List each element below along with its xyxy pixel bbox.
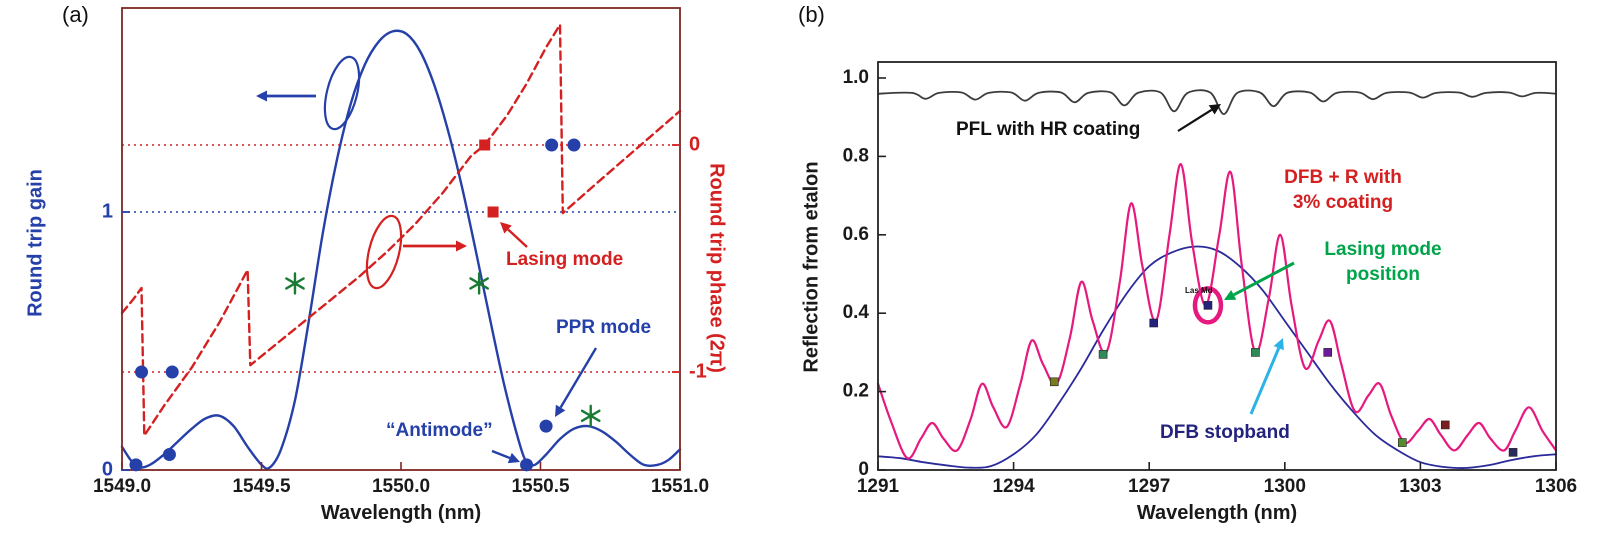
svg-text:1294: 1294 [992,476,1035,497]
svg-text:1297: 1297 [1128,476,1170,497]
lasing-position-annotation: Lasing mode position [1324,239,1442,285]
panel-a-x-axis-label: Wavelength (nm) [320,502,482,524]
svg-text:1549.5: 1549.5 [232,476,291,497]
svg-text:0: 0 [858,459,869,480]
svg-text:1300: 1300 [1264,476,1306,497]
panel-b-y-axis-label: Reflection from etalon [800,161,823,373]
panel-b-tag: (b) [798,2,825,27]
svg-text:1550.0: 1550.0 [372,476,430,497]
panel-b-markers [1049,286,1518,457]
panel-a: 1549.0 1549.5 1550.0 1550.5 1551.0 0 1 0 -1 [93,7,709,497]
panel-a-annotation-graphics [256,55,598,464]
svg-text:0.6: 0.6 [843,224,869,245]
lasing-mode-annotation: Lasing mode [506,249,624,270]
svg-text:1550.5: 1550.5 [511,476,570,497]
panel-a-markers [129,138,601,472]
panel-b-x-axis-label: Wavelength (nm) [1136,502,1298,524]
svg-text:1303: 1303 [1399,476,1441,497]
panel-a-gain-axis-label: Round trip gain [24,169,47,317]
svg-text:1551.0: 1551.0 [651,476,709,497]
svg-text:0.4: 0.4 [843,302,870,323]
svg-text:1.0: 1.0 [843,67,869,88]
svg-text:0: 0 [689,133,700,155]
svg-text:-1: -1 [689,360,707,382]
ppr-mode-annotation: PPR mode [556,317,652,338]
svg-text:0: 0 [102,458,113,480]
panel-a-tag: (a) [62,2,89,27]
svg-text:0.2: 0.2 [843,381,869,402]
panel-b-annotation-graphics [1177,104,1295,415]
panel-a-phase-axis-label: Round trip phase (2π) [705,163,728,373]
svg-text:1306: 1306 [1535,476,1577,497]
panel-b: 1291 1294 1297 1300 1303 1306 0 0.2 0.4 0.6 0.8 1.0 [843,61,1577,497]
svg-text:1: 1 [102,200,113,222]
pfl-hr-coating-annotation: PFL with HR coating [956,119,1141,140]
dfb-stopband-annotation: DFB stopband [1160,422,1290,443]
svg-text:0.8: 0.8 [843,145,869,166]
svg-text:1549.0: 1549.0 [93,476,151,497]
lasing-mode-tiny-label: Las Md [1185,286,1213,295]
antimode-annotation: “Antimode” [386,420,493,441]
dfb-r-coating-annotation: DFB + R with 3% coating [1284,167,1402,213]
svg-text:1291: 1291 [857,476,900,497]
